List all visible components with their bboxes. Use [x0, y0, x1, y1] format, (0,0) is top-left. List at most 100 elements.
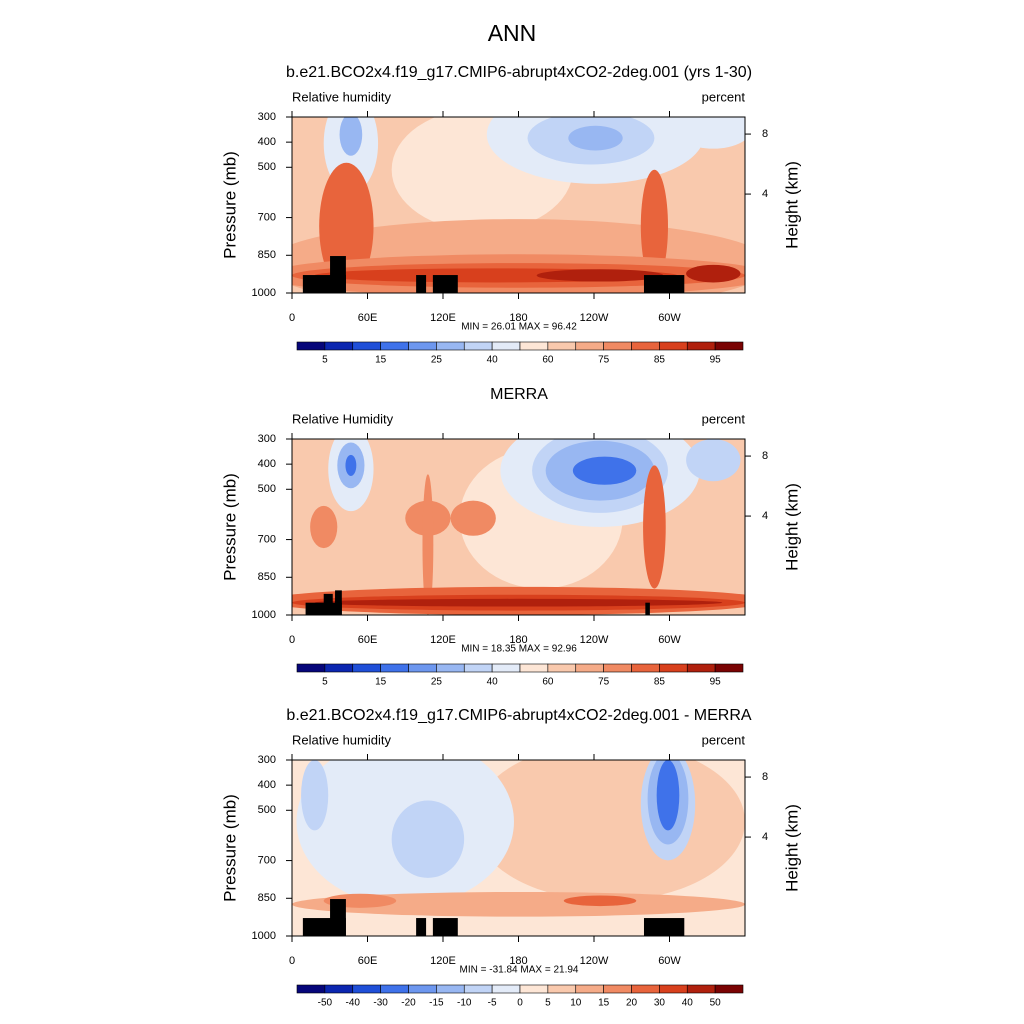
colorbar-label: -5 [488, 998, 497, 1009]
colorbar-box [686, 984, 716, 994]
y-tick-label: 850 [258, 892, 276, 904]
colorbar-box [352, 341, 381, 351]
y2-tick-label: 8 [762, 128, 768, 140]
contour-region [572, 456, 637, 485]
colorbar-label: 25 [431, 355, 443, 366]
colorbar-box [519, 663, 549, 673]
x-tick-label: 120E [430, 312, 456, 324]
y-tick-label: 1000 [252, 930, 276, 942]
colorbar-label: -30 [373, 998, 388, 1009]
panel: b.e21.BCO2x4.f19_g17.CMIP6-abrupt4xCO2-2… [220, 64, 801, 365]
y-tick-label: 1000 [252, 287, 276, 299]
colorbar-box [491, 984, 521, 994]
contour-region [640, 169, 668, 283]
x-tick-label: 60W [658, 955, 681, 967]
colorbar-label: -40 [346, 998, 361, 1009]
colorbar-box [603, 341, 632, 351]
colorbar-box [436, 341, 465, 351]
right-string: percent [702, 732, 746, 747]
colorbar-box [547, 984, 577, 994]
contour-region [314, 598, 723, 607]
y2-tick-label: 4 [762, 831, 768, 843]
colorbar-box [714, 984, 744, 994]
colorbar-label: -15 [429, 998, 444, 1009]
y-tick-label: 850 [258, 571, 276, 583]
contour-region [672, 117, 745, 149]
y2-axis-title: Height (km) [782, 161, 801, 249]
y2-axis-title: Height (km) [782, 483, 801, 571]
left-string: Relative Humidity [292, 411, 394, 426]
x-tick-label: 120E [430, 955, 456, 967]
colorbar-label: 25 [431, 677, 443, 688]
contour-field [292, 117, 745, 293]
contour-region [536, 269, 664, 282]
y2-axis-title: Height (km) [782, 804, 801, 892]
left-string: Relative humidity [292, 732, 391, 747]
colorbar-label: 95 [710, 355, 722, 366]
y2-tick-label: 4 [762, 510, 768, 522]
y2-tick-label: 4 [762, 188, 768, 200]
contour-field [292, 760, 745, 936]
y-tick-label: 500 [258, 483, 276, 495]
x-tick-label: 120W [580, 634, 609, 646]
colorbar-label: 5 [322, 677, 328, 688]
contour-region [339, 117, 363, 156]
colorbar-box [463, 663, 493, 673]
colorbar-box [575, 663, 604, 673]
figure-title: ANN [488, 20, 537, 46]
colorbar-label: 10 [570, 998, 582, 1009]
colorbar-label: 85 [654, 355, 666, 366]
colorbar-box [408, 984, 437, 994]
colorbar-box [296, 984, 326, 994]
colorbar-box [603, 663, 632, 673]
colorbar-label: 15 [598, 998, 610, 1009]
topography [645, 602, 650, 615]
colorbar-box [631, 663, 660, 673]
y-axis-title: Pressure (mb) [220, 151, 239, 259]
y-tick-label: 500 [258, 804, 276, 816]
colorbar-box [296, 663, 326, 673]
topography [643, 918, 685, 936]
contour-region [568, 125, 623, 151]
x-tick-label: 0 [289, 312, 295, 324]
right-string: percent [702, 89, 746, 104]
colorbar-box [714, 341, 744, 351]
x-tick-label: 180 [509, 312, 527, 324]
y-tick-label: 400 [258, 136, 276, 148]
colorbar-box [631, 984, 660, 994]
colorbar-box [547, 663, 577, 673]
y-tick-label: 700 [258, 533, 276, 545]
y-tick-label: 400 [258, 458, 276, 470]
y-axis-title: Pressure (mb) [220, 473, 239, 581]
contour-region [686, 439, 741, 482]
colorbar-label: 40 [682, 998, 694, 1009]
colorbar-box [324, 663, 354, 673]
y-tick-label: 700 [258, 211, 276, 223]
colorbar-box [519, 984, 549, 994]
x-tick-label: 0 [289, 634, 295, 646]
colorbar-box [380, 663, 409, 673]
y-tick-label: 850 [258, 249, 276, 261]
colorbar-box [631, 341, 660, 351]
colorbar-box [463, 341, 493, 351]
y2-tick-label: 8 [762, 771, 768, 783]
colorbar-label: 5 [322, 355, 328, 366]
colorbar-label: 15 [375, 677, 387, 688]
y-tick-label: 400 [258, 779, 276, 791]
topography [643, 275, 685, 293]
colorbar-box [686, 341, 716, 351]
contour-region [345, 454, 357, 476]
colorbar-label: 5 [545, 998, 551, 1009]
contour-region [450, 500, 496, 536]
y-tick-label: 500 [258, 161, 276, 173]
contour-region [656, 760, 680, 831]
colorbar-box [547, 341, 577, 351]
colorbar-label: 40 [487, 355, 499, 366]
stats: MIN = -31.84 MAX = 21.94 [460, 965, 579, 976]
x-tick-label: 120W [580, 312, 609, 324]
contour-region [643, 465, 666, 589]
colorbar-label: 85 [654, 677, 666, 688]
contour-region [301, 760, 329, 831]
contour-region [686, 264, 741, 283]
